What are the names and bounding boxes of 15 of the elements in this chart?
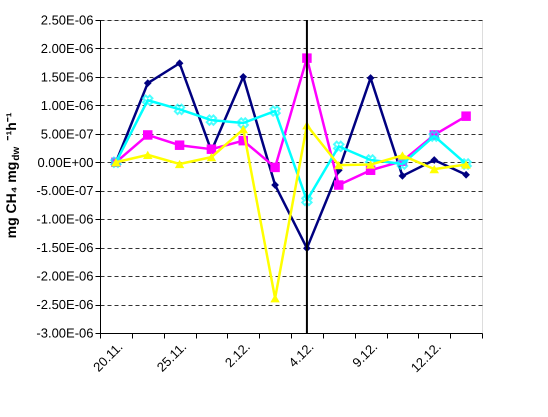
y-tick-label: -3.00E-06 [36,326,94,340]
y-tick-label: -2.00E-06 [36,268,94,284]
y-tick-label: 1.00E-06 [40,98,94,113]
y-tick-label: 1.50E-06 [40,69,94,84]
x-tick-label: 4.12. [286,339,317,370]
y-tick-label: -1.00E-06 [36,212,94,227]
y-tick-label: 0.00E+00 [37,154,94,170]
x-tick-label: 9.12. [349,339,380,370]
y-tick-label: 2.50E-06 [40,12,94,28]
y-tick-label: 5.00E-07 [40,126,94,142]
y-tick-label: 2.00E-06 [40,40,94,56]
y-tick-label: -2.50E-06 [36,297,94,312]
y-tick-label: -5.00E-07 [36,183,94,198]
y-axis-title: mg CH₄ mgdw ⁻¹h⁻¹ [3,112,22,238]
y-tick-label: -1.50E-06 [36,240,94,256]
